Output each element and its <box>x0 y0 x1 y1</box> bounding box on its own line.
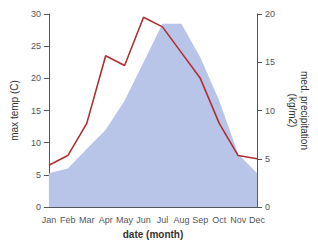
svg-text:5: 5 <box>265 154 270 164</box>
svg-text:Apr: Apr <box>99 215 113 225</box>
svg-text:med. precipitation: med. precipitation <box>299 71 310 150</box>
svg-text:Feb: Feb <box>60 215 76 225</box>
svg-text:20: 20 <box>265 9 275 19</box>
svg-text:Jan: Jan <box>42 215 57 225</box>
svg-text:5: 5 <box>36 170 41 180</box>
svg-text:10: 10 <box>265 106 275 116</box>
svg-text:Oct: Oct <box>212 215 227 225</box>
svg-text:0: 0 <box>265 202 270 212</box>
svg-text:Nov: Nov <box>230 215 247 225</box>
svg-text:Sep: Sep <box>192 215 208 225</box>
svg-text:25: 25 <box>31 41 41 51</box>
svg-text:Aug: Aug <box>173 215 189 225</box>
svg-text:Mar: Mar <box>79 215 95 225</box>
svg-text:10: 10 <box>31 138 41 148</box>
svg-text:May: May <box>116 215 134 225</box>
svg-text:date (month): date (month) <box>123 229 184 240</box>
svg-text:15: 15 <box>31 106 41 116</box>
svg-text:Jul: Jul <box>157 215 169 225</box>
svg-text:0: 0 <box>36 202 41 212</box>
svg-text:20: 20 <box>31 73 41 83</box>
svg-text:Jun: Jun <box>136 215 151 225</box>
svg-text:15: 15 <box>265 57 275 67</box>
svg-text:(kg/m2): (kg/m2) <box>287 94 298 128</box>
svg-text:30: 30 <box>31 9 41 19</box>
svg-text:Dec: Dec <box>249 215 266 225</box>
svg-text:max temp (C): max temp (C) <box>9 80 20 141</box>
